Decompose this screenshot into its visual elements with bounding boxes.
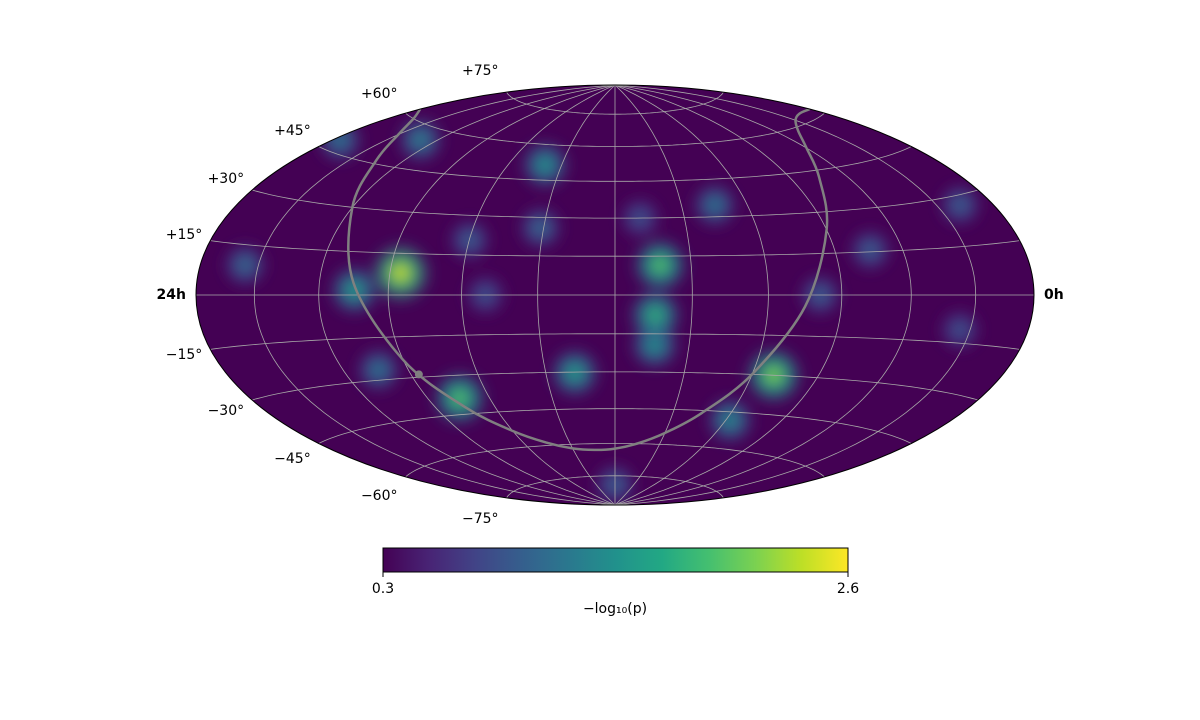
colorbar-ticks: 0.3 2.6 (372, 572, 859, 597)
heat-spot (626, 285, 685, 345)
colorbar-label: −log₁₀(p) (583, 601, 647, 617)
y-tick-label: −15° (166, 347, 203, 363)
heat-spot (546, 344, 603, 401)
heat-spot (935, 180, 985, 230)
heat-spot (936, 306, 984, 354)
grid-line (614, 85, 843, 505)
heat-spot (845, 225, 895, 275)
x-tick-label: 0h (1044, 287, 1064, 303)
y-tick-label: −60° (361, 488, 398, 504)
grid-line (387, 85, 616, 505)
y-tick-label: −45° (274, 451, 311, 467)
heat-spot (353, 344, 405, 396)
grid-line (318, 85, 616, 505)
overlay (347, 107, 829, 452)
heat-spot (515, 202, 566, 253)
y-tick-label: −75° (462, 511, 499, 527)
marker (414, 370, 423, 379)
colorbar (382, 547, 849, 573)
grid-line (614, 85, 912, 505)
y-tick-label: +75° (462, 63, 499, 79)
y-tick-label: −30° (208, 403, 245, 419)
grid (196, 85, 1034, 505)
y-tick-label: +45° (274, 123, 311, 139)
grid-line (253, 85, 616, 505)
y-tick-label: +60° (361, 86, 398, 102)
grid-line (614, 85, 693, 505)
grid-line (614, 85, 769, 505)
heat-spot (517, 137, 573, 193)
axis-labels: 24h 0h +75° +60° +45° +30° +15° −15° −30° −45° −60… (157, 63, 1064, 527)
heat-spot (629, 234, 691, 296)
heat-spot (367, 239, 435, 307)
heat-spot (689, 179, 741, 231)
grid-line (614, 85, 977, 505)
heat-spot (220, 240, 270, 290)
sky-outline (195, 84, 1035, 506)
y-tick-label: +30° (208, 171, 245, 187)
heat-spot (314, 114, 366, 166)
curve (347, 107, 829, 452)
heat-spot (703, 393, 757, 447)
heat-spot (429, 367, 491, 429)
colorbar-tick-label: 2.6 (837, 581, 859, 597)
grid-line (537, 85, 616, 505)
x-tick-label: 24h (157, 287, 186, 303)
colorbar-tick-label: 0.3 (372, 581, 394, 597)
y-tick-label: +15° (166, 227, 203, 243)
grid-line (461, 85, 616, 505)
